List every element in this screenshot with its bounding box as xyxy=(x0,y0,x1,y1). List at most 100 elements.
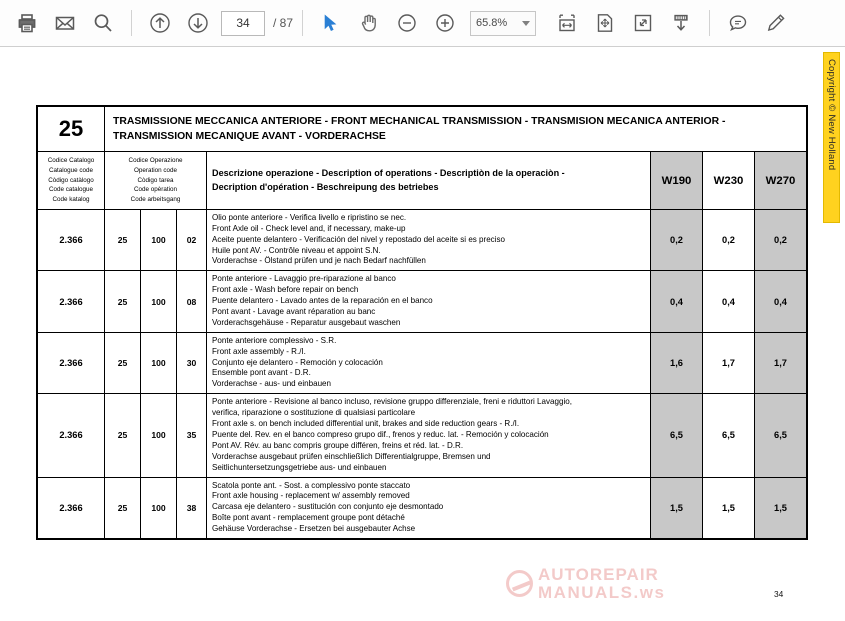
cell-op-code-c: 02 xyxy=(176,208,207,272)
cell-description: Ponte anteriore complessivo - S.R. Front… xyxy=(206,331,651,395)
table-row: 2.366 25 100 38 Scatola ponte ant. - Sos… xyxy=(37,476,807,539)
catalogue-code-fr: Code catalogue xyxy=(48,186,94,194)
toolbar-divider xyxy=(302,10,304,36)
cell-op-code-c: 30 xyxy=(176,331,207,395)
cell-catalogue-code: 2.366 xyxy=(37,270,105,333)
cell-op-code-a: 25 xyxy=(104,393,141,478)
table-header-row: Codice Catalogo Catalogue code Còdigo ca… xyxy=(37,151,807,210)
cell-value-w270: 0,2 xyxy=(754,208,807,272)
description-line: Seitlichuntersetzungsgetriebe aus- und e… xyxy=(212,462,387,472)
cell-op-code-c: 38 xyxy=(176,476,207,539)
operation-code-fr: Code opèration xyxy=(133,186,178,194)
description-line: Vorderachse - Ölstand prüfen und je nach… xyxy=(212,256,426,266)
watermark-line-1: AUTOREPAIR xyxy=(538,565,659,584)
description-line: Vorderachse ausgebaut prüfen einschließl… xyxy=(212,451,491,461)
cell-value-w230: 0,4 xyxy=(702,270,755,333)
cell-op-code-b: 100 xyxy=(140,208,177,272)
email-icon[interactable] xyxy=(46,4,84,42)
fit-page-icon[interactable] xyxy=(586,4,624,42)
cell-op-code-a: 25 xyxy=(104,331,141,395)
description-line: Olio ponte anteriore - Verifica livello … xyxy=(212,212,407,222)
cell-catalogue-code: 2.366 xyxy=(37,331,105,395)
operation-code-de: Code arbeitsgang xyxy=(130,196,181,204)
description-line: Conjunto eje delantero - Remoción y colo… xyxy=(212,357,383,367)
service-time-schedule-table: 25 TRASMISSIONE MECCANICA ANTERIORE - FR… xyxy=(36,105,808,540)
fit-visible-icon[interactable] xyxy=(624,4,662,42)
operation-code-en: Operation code xyxy=(133,166,178,174)
cell-value-w270: 1,7 xyxy=(754,331,807,395)
catalogue-code-es: Còdigo catàlogo xyxy=(48,176,94,184)
snapshot-icon[interactable] xyxy=(662,4,700,42)
page-footer-number: 34 xyxy=(774,589,784,599)
page-number-input[interactable]: 34 xyxy=(221,10,265,36)
copyright-tab: Copyright © New Holland xyxy=(823,52,840,223)
cell-catalogue-code: 2.366 xyxy=(37,393,105,478)
cell-op-code-c: 35 xyxy=(176,393,207,478)
header-description-line-2: Decription d'opération - Beschreipung de… xyxy=(212,181,439,192)
cell-description: Ponte anteriore - Revisione al banco inc… xyxy=(206,393,651,478)
table-row: 2.366 25 100 30 Ponte anteriore compless… xyxy=(37,331,807,395)
description-line: Aceite puente delantero - Verificación d… xyxy=(212,234,505,244)
fit-width-icon[interactable] xyxy=(548,4,586,42)
cell-value-w190: 0,2 xyxy=(650,208,703,272)
previous-page-icon[interactable] xyxy=(141,4,179,42)
select-tool-icon[interactable] xyxy=(312,4,350,42)
cell-op-code-b: 100 xyxy=(140,331,177,395)
table-row: 2.366 25 100 35 Ponte anteriore - Revisi… xyxy=(37,393,807,478)
catalogue-code-de: Code katalog xyxy=(52,196,90,204)
header-catalogue-code: Codice Catalogo Catalogue code Còdigo ca… xyxy=(37,151,105,210)
description-line: Gehäuse Vorderachse - Ersetzen bei ausge… xyxy=(212,524,416,534)
search-icon[interactable] xyxy=(84,4,122,42)
toolbar-divider xyxy=(131,10,132,36)
section-title-line-2: TRANSMISSION MECANIQUE AVANT - VORDERACH… xyxy=(113,131,386,143)
comment-icon[interactable] xyxy=(719,4,757,42)
next-page-icon[interactable] xyxy=(179,4,217,42)
cell-value-w190: 6,5 xyxy=(650,393,703,478)
print-icon[interactable] xyxy=(8,4,46,42)
cell-description: Olio ponte anteriore - Verifica livello … xyxy=(206,208,651,272)
zoom-level-value: 65.8% xyxy=(476,17,508,29)
header-model-w190: W190 xyxy=(650,151,703,210)
cell-value-w230: 6,5 xyxy=(702,393,755,478)
cell-value-w230: 1,7 xyxy=(702,331,755,395)
watermark-text: AUTOREPAIR MANUALS.ws xyxy=(538,566,665,601)
catalogue-code-en: Catalogue code xyxy=(48,166,94,174)
cell-value-w230: 1,5 xyxy=(702,476,755,539)
cell-description: Scatola ponte ant. - Sost. a complessivo… xyxy=(206,476,651,539)
pan-hand-icon[interactable] xyxy=(350,4,388,42)
description-line: Puente del. Rev. en el banco compreso gr… xyxy=(212,429,549,439)
watermark-line-2: MANUALS.ws xyxy=(538,582,666,602)
copyright-tab-label: Copyright © New Holland xyxy=(826,59,837,171)
cell-op-code-c: 08 xyxy=(176,270,207,333)
cell-op-code-a: 25 xyxy=(104,208,141,272)
cell-op-code-a: 25 xyxy=(104,476,141,539)
cell-value-w270: 0,4 xyxy=(754,270,807,333)
cell-op-code-b: 100 xyxy=(140,270,177,333)
chevron-down-icon xyxy=(522,20,531,26)
description-line: Scatola ponte ant. - Sost. a complessivo… xyxy=(212,480,411,490)
description-line: Pont avant - Lavage avant réparation au … xyxy=(212,307,376,317)
pdf-page-viewer[interactable]: 25 TRASMISSIONE MECCANICA ANTERIORE - FR… xyxy=(0,48,845,621)
catalogue-code-it: Codice Catalogo xyxy=(47,157,95,165)
header-description-line-1: Descrizione operazione - Description of … xyxy=(212,167,565,178)
watermark-logo-icon xyxy=(506,570,533,597)
zoom-level-select[interactable]: 65.8% xyxy=(470,10,537,36)
cell-value-w270: 1,5 xyxy=(754,476,807,539)
cell-catalogue-code: 2.366 xyxy=(37,476,105,539)
operation-code-it: Codice Operazione xyxy=(128,157,183,165)
header-model-w270: W270 xyxy=(754,151,807,210)
highlight-pen-icon[interactable] xyxy=(757,4,795,42)
description-line: Carcasa eje delantero - sustitución con … xyxy=(212,502,444,512)
description-line: Ensemble pont avant - D.R. xyxy=(212,368,311,378)
cell-description: Ponte anteriore - Lavaggio pre-riparazio… xyxy=(206,270,651,333)
zoom-in-icon[interactable] xyxy=(426,4,464,42)
section-title-row: 25 TRASMISSIONE MECCANICA ANTERIORE - FR… xyxy=(37,105,807,153)
table-row: 2.366 25 100 02 Olio ponte anteriore - V… xyxy=(37,208,807,272)
section-title-line-1: TRASMISSIONE MECCANICA ANTERIORE - FRONT… xyxy=(113,116,726,127)
section-number: 25 xyxy=(37,105,105,153)
cell-value-w190: 0,4 xyxy=(650,270,703,333)
description-line: Front axle s. on bench included differen… xyxy=(212,419,520,429)
zoom-out-icon[interactable] xyxy=(388,4,426,42)
description-line: Vorderachsgehäuse - Reparatur ausgebaut … xyxy=(212,317,401,327)
header-model-w230: W230 xyxy=(702,151,755,210)
